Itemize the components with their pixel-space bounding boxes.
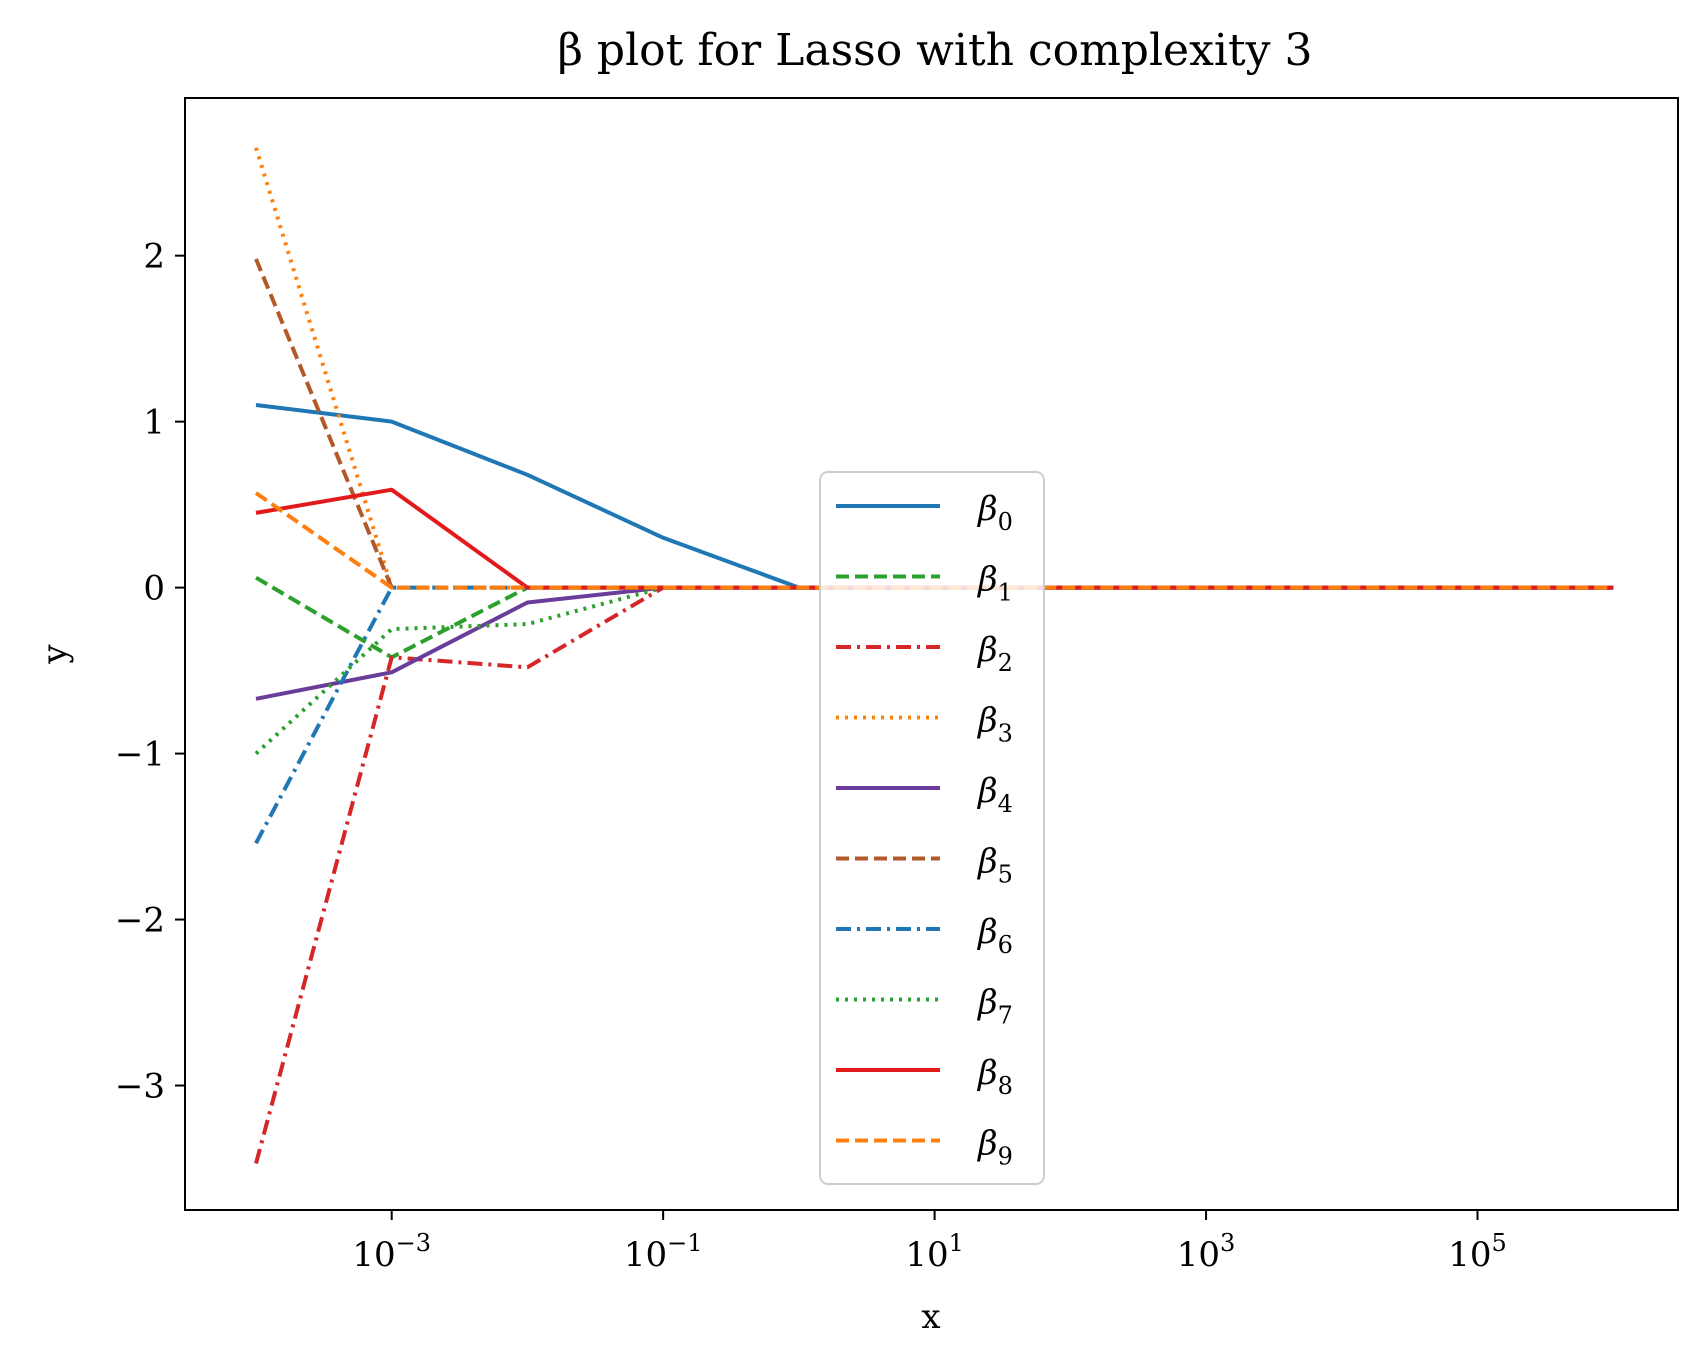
legend: β0 β1 β2 β3 β4 β5 β6 β7 β8 β9 (819, 471, 1045, 1185)
legend-label-beta-2: β2 (976, 630, 1013, 677)
x-tick-label: 103 (1177, 1229, 1236, 1275)
x-tick-label: 105 (1448, 1229, 1507, 1275)
y-axis-ticks: 2 1 0 −1 −2 −3 (115, 237, 185, 1107)
legend-label-beta-8: β8 (976, 1053, 1013, 1100)
legend-label-beta-1: β1 (976, 560, 1013, 607)
y-tick-label: −2 (115, 901, 165, 941)
y-tick-label: 2 (143, 237, 165, 277)
x-axis-label: x (921, 1297, 940, 1337)
legend-label-beta-6: β6 (976, 912, 1013, 959)
y-tick-label: −3 (115, 1067, 165, 1107)
y-tick-label: 0 (143, 569, 165, 609)
x-tick-label: 10−1 (624, 1229, 703, 1275)
legend-label-beta-0: β0 (976, 489, 1013, 536)
plot-frame (184, 97, 1679, 1211)
chart-title: β plot for Lasso with complexity 3 (558, 25, 1313, 76)
y-axis-label: y (35, 644, 75, 665)
legend-label-beta-4: β4 (976, 771, 1013, 818)
x-tick-label: 101 (905, 1229, 964, 1275)
legend-frame (819, 471, 1045, 1185)
x-tick-label: 10−3 (352, 1229, 431, 1275)
y-tick-label: 1 (143, 403, 165, 443)
legend-label-beta-7: β7 (976, 983, 1013, 1030)
x-axis-ticks: 10−3 10−1 101 103 105 (352, 1210, 1507, 1275)
y-tick-label: −1 (115, 735, 165, 775)
legend-label-beta-9: β9 (976, 1124, 1013, 1171)
legend-label-beta-5: β5 (976, 842, 1013, 889)
legend-label-beta-3: β3 (976, 701, 1013, 748)
